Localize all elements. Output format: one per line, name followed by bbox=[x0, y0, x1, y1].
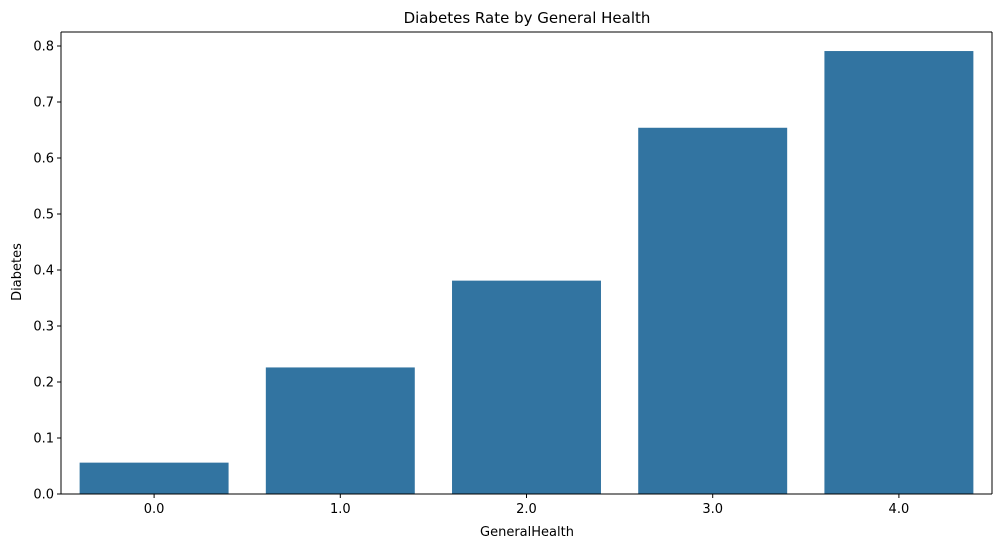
y-axis-label: Diabetes bbox=[10, 243, 25, 301]
y-tick-label: 0.2 bbox=[33, 376, 54, 391]
bar-0 bbox=[79, 462, 229, 494]
y-tick-label: 0.1 bbox=[33, 432, 54, 447]
chart-title: Diabetes Rate by General Health bbox=[404, 9, 651, 27]
x-tick-label: 2.0 bbox=[516, 502, 537, 517]
y-tick-label: 0.4 bbox=[33, 264, 54, 279]
y-tick-label: 0.5 bbox=[33, 208, 54, 223]
x-tick-label: 3.0 bbox=[702, 502, 723, 517]
y-tick-label: 0.6 bbox=[33, 152, 54, 167]
x-tick-label: 1.0 bbox=[330, 502, 351, 517]
y-tick-label: 0.8 bbox=[33, 40, 54, 55]
bar-3 bbox=[638, 127, 788, 494]
y-tick-label: 0.0 bbox=[33, 488, 54, 503]
y-tick-label: 0.3 bbox=[33, 320, 54, 335]
bar-2 bbox=[452, 280, 601, 494]
y-tick-label: 0.7 bbox=[33, 96, 54, 111]
x-tick-label: 4.0 bbox=[889, 502, 910, 517]
plot-area: 0.0 0.1 0.2 0.3 0.4 0.5 0.6 0.7 0.8 0.0 1.0 2.0 3.0 4… bbox=[33, 31, 993, 517]
x-tick-label: 0.0 bbox=[144, 502, 165, 517]
x-axis-label: GeneralHealth bbox=[480, 525, 574, 540]
bar-1 bbox=[265, 367, 415, 494]
bar-4 bbox=[824, 51, 974, 494]
